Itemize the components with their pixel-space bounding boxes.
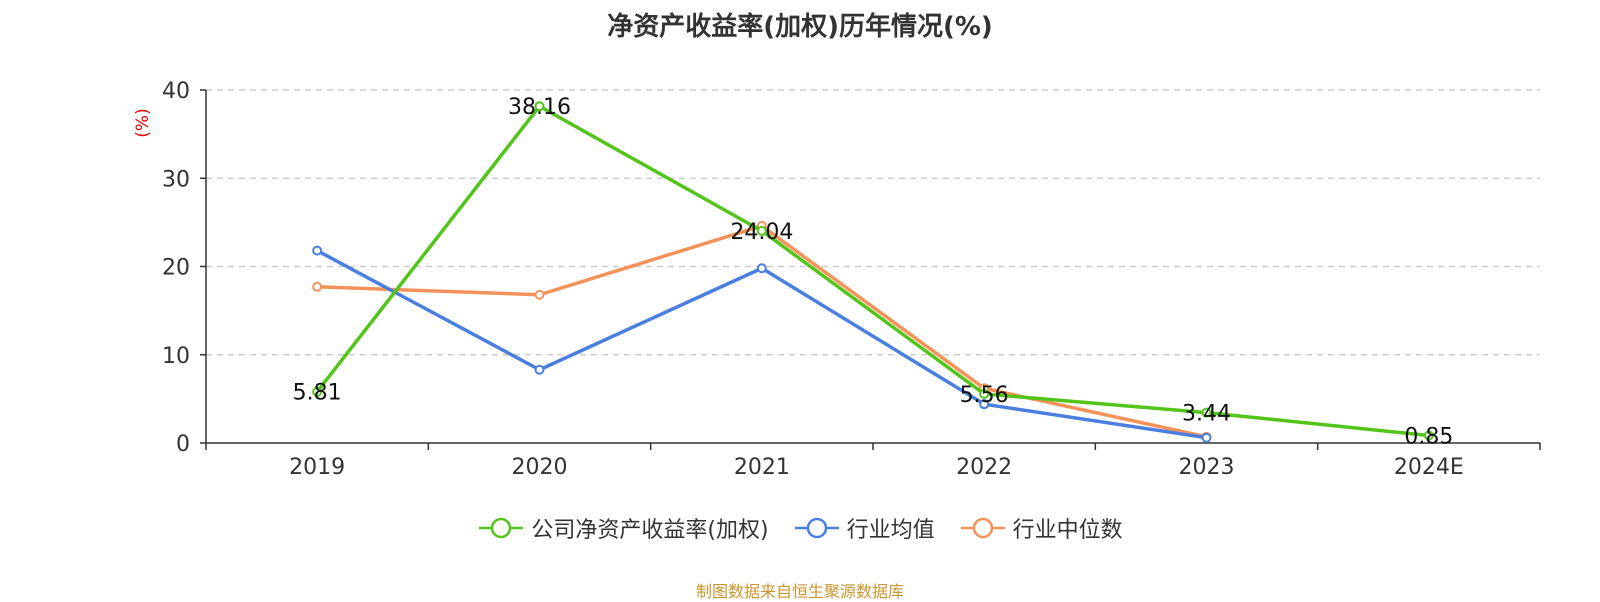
legend-marker-icon (479, 517, 524, 539)
series-lines (312, 101, 1434, 443)
series-line (317, 224, 1207, 439)
data-point (534, 101, 545, 112)
data-point (756, 225, 767, 236)
y-tick-label: 10 (162, 344, 190, 369)
legend-label: 公司净资产收益率(加权) (531, 518, 769, 543)
data-point (312, 245, 323, 256)
data-point (979, 388, 990, 399)
y-tick-label: 20 (162, 256, 190, 281)
data-point (534, 364, 545, 375)
y-axis-label: (%) (133, 108, 153, 137)
legend-item[interactable]: 行业均值 (793, 512, 935, 544)
legend-marker-icon (794, 517, 839, 539)
y-tick-label: 30 (162, 167, 190, 192)
x-tick-label: 2019 (289, 455, 345, 480)
data-point (979, 399, 990, 410)
data-point (1201, 432, 1212, 443)
data-point (1423, 430, 1434, 441)
gridlines (206, 89, 1540, 356)
x-tick-label: 2022 (956, 455, 1012, 480)
y-tick-label: 40 (162, 79, 190, 104)
data-label: 5.81 (293, 381, 342, 406)
legend-item[interactable]: 行业中位数 (959, 512, 1123, 544)
x-tick-label: 2023 (1179, 455, 1235, 480)
chart-title: 净资产收益率(加权)历年情况(%) (607, 12, 993, 42)
legend-marker-icon (960, 517, 1005, 539)
x-tick-label: 2020 (512, 455, 568, 480)
data-label: 24.04 (730, 220, 793, 245)
source-note: 制图数据来自恒生聚源数据库 (695, 582, 904, 601)
data-point (534, 289, 545, 300)
legend-label: 行业中位数 (1012, 518, 1123, 543)
data-label: 0.85 (1404, 424, 1453, 449)
data-point (312, 386, 323, 397)
legend-label: 行业均值 (846, 518, 935, 543)
data-point (312, 281, 323, 292)
data-label: 3.44 (1182, 402, 1231, 427)
x-tick-label: 2024E (1394, 455, 1464, 480)
legend-item[interactable]: 公司净资产收益率(加权) (477, 512, 769, 544)
y-tick-label: 0 (176, 432, 190, 457)
series-line (315, 104, 1430, 438)
data-point (756, 263, 767, 274)
data-point (1201, 407, 1212, 418)
legend: 公司净资产收益率(加权) 行业均值 行业中位数 (0, 512, 1600, 544)
data-label: 5.56 (960, 383, 1009, 408)
series-line (316, 249, 1207, 440)
data-label: 38.16 (508, 95, 571, 120)
axes: 0 10 20 30 40 2019 2020 2021 2022 2023 2024E (162, 79, 1541, 480)
data-labels: 5.81 38.16 24.04 5.56 3.44 0.85 (293, 95, 1454, 449)
x-tick-label: 2021 (734, 455, 790, 480)
